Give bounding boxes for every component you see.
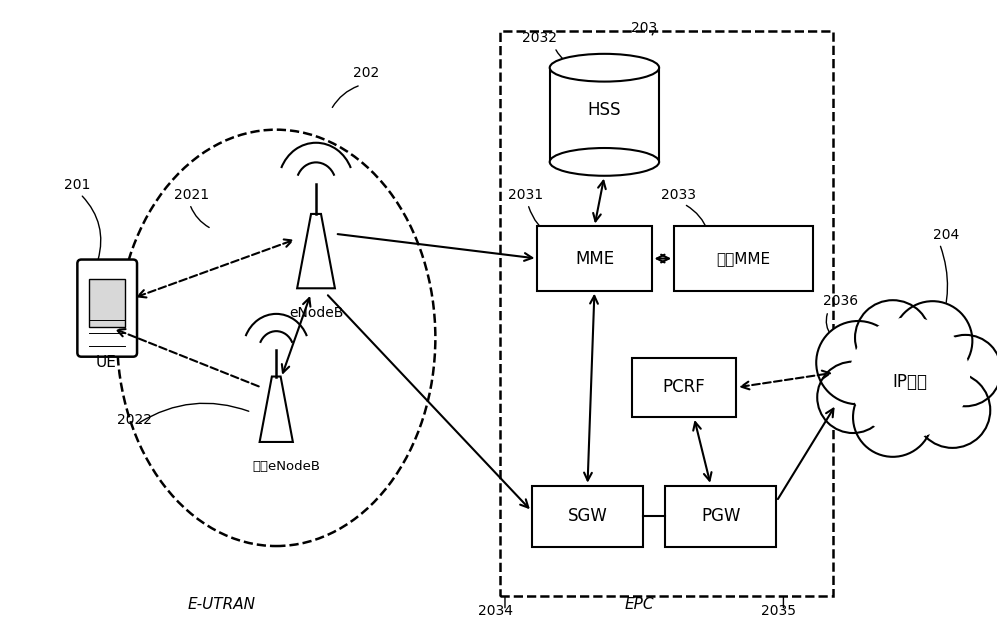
Text: eNodeB: eNodeB <box>289 306 343 320</box>
Text: MME: MME <box>575 249 614 267</box>
FancyBboxPatch shape <box>89 279 125 327</box>
Circle shape <box>838 306 981 449</box>
FancyBboxPatch shape <box>550 68 659 162</box>
Text: PCRF: PCRF <box>663 379 705 397</box>
Text: 203: 203 <box>631 21 657 35</box>
Text: SGW: SGW <box>568 507 607 525</box>
Circle shape <box>855 300 931 376</box>
Polygon shape <box>260 377 293 442</box>
Text: 204: 204 <box>933 228 959 242</box>
Polygon shape <box>297 214 335 288</box>
Ellipse shape <box>550 148 659 176</box>
Text: PGW: PGW <box>701 507 741 525</box>
Text: E-UTRAN: E-UTRAN <box>188 597 256 613</box>
Circle shape <box>853 377 933 457</box>
Text: 202: 202 <box>353 66 379 80</box>
Text: 2031: 2031 <box>508 188 543 202</box>
FancyBboxPatch shape <box>537 226 652 291</box>
Text: 2033: 2033 <box>661 188 696 202</box>
Text: 其它MME: 其它MME <box>717 251 771 266</box>
Text: 2035: 2035 <box>761 604 796 619</box>
FancyBboxPatch shape <box>674 226 813 291</box>
Text: 其它eNodeB: 其它eNodeB <box>252 460 320 473</box>
Circle shape <box>850 318 969 437</box>
Text: 2021: 2021 <box>174 188 209 202</box>
FancyBboxPatch shape <box>632 358 736 417</box>
Text: HSS: HSS <box>588 101 621 119</box>
Circle shape <box>816 321 900 404</box>
Text: 2036: 2036 <box>823 294 858 308</box>
Circle shape <box>817 361 889 433</box>
Circle shape <box>915 372 990 448</box>
Text: IP业务: IP业务 <box>892 374 927 392</box>
FancyBboxPatch shape <box>77 260 137 357</box>
Text: 2022: 2022 <box>117 413 152 427</box>
Text: 201: 201 <box>64 178 91 192</box>
Text: EPC: EPC <box>624 597 654 613</box>
FancyBboxPatch shape <box>665 485 776 547</box>
Text: 2034: 2034 <box>478 604 513 619</box>
Text: 2032: 2032 <box>522 32 557 46</box>
Circle shape <box>893 301 972 381</box>
Text: UE: UE <box>95 354 116 370</box>
FancyBboxPatch shape <box>532 485 643 547</box>
Ellipse shape <box>550 54 659 82</box>
Circle shape <box>930 335 1000 406</box>
